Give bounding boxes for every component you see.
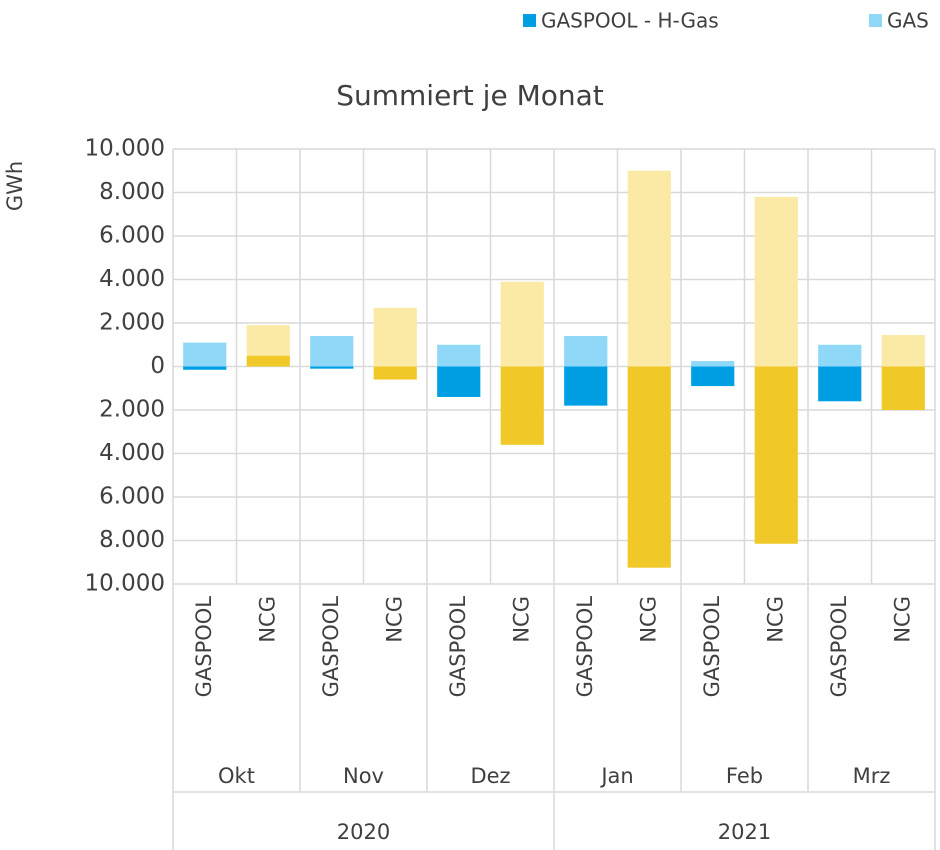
bar (246, 325, 290, 356)
y-tick-label: 10.000 (85, 136, 165, 162)
y-tick-label: 4.000 (99, 440, 165, 466)
bar (500, 366, 544, 445)
bar (564, 366, 608, 406)
legend-label: GASPOOL - H-Gas (541, 9, 719, 33)
y-tick-label: 8.000 (99, 527, 165, 553)
x-tick-label: GASPOOL (700, 596, 724, 698)
bar (818, 344, 862, 367)
x-tick-label: NCG (382, 596, 406, 643)
month-label: Nov (343, 764, 384, 788)
month-label: Feb (726, 764, 763, 788)
bar (246, 355, 290, 367)
bar (373, 366, 417, 380)
month-label: Jan (599, 764, 633, 788)
bar (500, 281, 544, 367)
y-tick-label: 0 (150, 353, 165, 379)
year-label: 2020 (337, 820, 390, 844)
legend-swatch (869, 14, 882, 27)
x-tick-label: NCG (890, 596, 914, 643)
bar (754, 366, 798, 544)
x-tick-label: GASPOOL (446, 596, 470, 698)
bar (183, 342, 227, 367)
x-tick-label: GASPOOL (827, 596, 851, 698)
bar (691, 361, 735, 367)
y-tick-label: 8.000 (99, 179, 165, 205)
x-tick-label: NCG (636, 596, 660, 643)
bar (754, 196, 798, 367)
x-tick-label: GASPOOL (319, 596, 343, 698)
month-label: Dez (470, 764, 510, 788)
bar (437, 344, 481, 367)
chart-title: Summiert je Monat (336, 79, 604, 112)
bar (881, 366, 925, 410)
bar (564, 336, 608, 367)
bar (691, 366, 735, 387)
legend-label: GAS (887, 9, 929, 33)
x-tick-label: GASPOOL (573, 596, 597, 698)
year-label: 2021 (718, 820, 771, 844)
bar (627, 170, 671, 367)
bar (881, 334, 925, 367)
bar (627, 366, 671, 568)
x-tick-label: NCG (509, 596, 533, 643)
y-axis-label: GWh (3, 161, 27, 211)
bar (310, 336, 354, 367)
bar (818, 366, 862, 402)
legend-swatch (523, 14, 536, 27)
bar (310, 366, 354, 369)
y-tick-label: 4.000 (99, 266, 165, 292)
y-tick-label: 10.000 (85, 571, 165, 597)
x-tick-label: GASPOOL (192, 596, 216, 698)
y-tick-label: 2.000 (99, 310, 165, 336)
x-tick-label: NCG (763, 596, 787, 643)
y-tick-label: 6.000 (99, 484, 165, 510)
month-label: Okt (218, 764, 255, 788)
y-tick-label: 2.000 (99, 397, 165, 423)
bar (183, 366, 227, 370)
x-tick-label: NCG (255, 596, 279, 643)
month-label: Mrz (853, 764, 891, 788)
y-tick-label: 6.000 (99, 223, 165, 249)
bar (373, 307, 417, 367)
bar (437, 366, 481, 397)
